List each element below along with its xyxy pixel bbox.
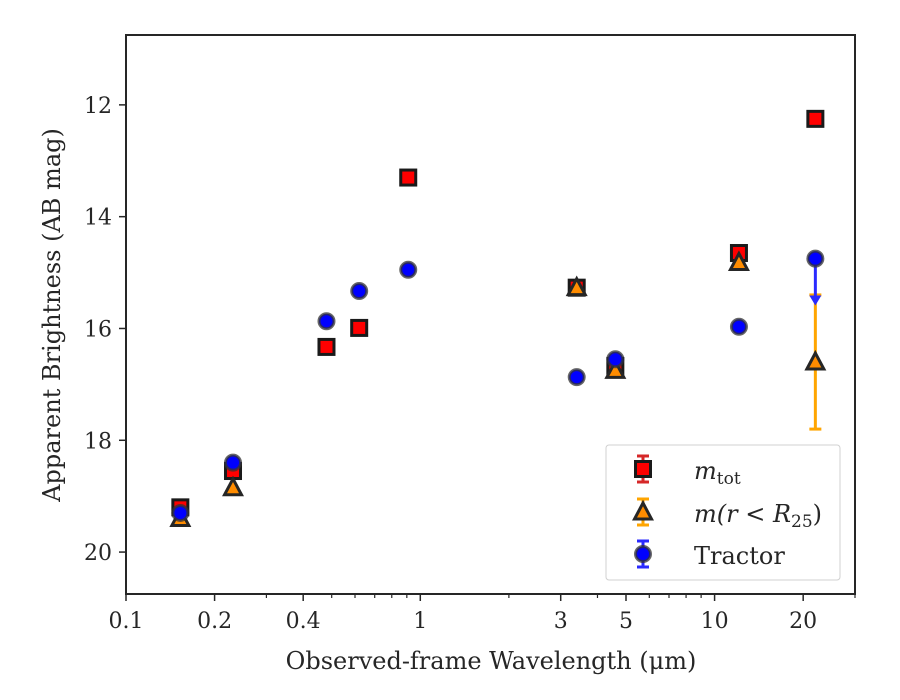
data-point bbox=[606, 350, 625, 369]
legend-label-tractor: Tractor bbox=[694, 542, 785, 570]
x-tick-label: 5 bbox=[619, 609, 633, 634]
x-tick-label: 3 bbox=[554, 609, 568, 634]
data-point bbox=[567, 368, 586, 387]
data-point bbox=[399, 260, 418, 279]
x-tick-label: 1 bbox=[413, 609, 427, 634]
data-point bbox=[317, 312, 336, 331]
y-tick-label: 12 bbox=[84, 94, 112, 119]
upper-limit-arrow bbox=[809, 295, 822, 306]
legend-label-m-r25: m(r < R25) bbox=[694, 500, 822, 532]
data-point bbox=[604, 358, 627, 379]
data-point bbox=[399, 168, 418, 187]
series-1 bbox=[169, 250, 827, 528]
y-tick-label: 18 bbox=[84, 429, 112, 454]
y-tick-label: 14 bbox=[84, 206, 112, 231]
data-point bbox=[171, 503, 190, 522]
y-tick-label: 20 bbox=[84, 541, 112, 566]
x-tick-label: 0.1 bbox=[109, 609, 144, 634]
x-tick-label: 0.2 bbox=[197, 609, 232, 634]
data-point bbox=[350, 318, 369, 337]
series-2 bbox=[171, 249, 825, 522]
data-point bbox=[806, 249, 825, 268]
y-tick-label: 16 bbox=[84, 317, 112, 342]
points-layer bbox=[169, 109, 827, 528]
data-point bbox=[565, 275, 588, 297]
plot-frame bbox=[125, 34, 856, 595]
legend-marker bbox=[634, 460, 652, 478]
data-point bbox=[727, 250, 750, 272]
data-point bbox=[729, 317, 748, 336]
legend-box bbox=[605, 444, 841, 581]
x-tick-label: 20 bbox=[789, 609, 817, 634]
legend: mtot m(r < R25) Tractor bbox=[605, 444, 841, 581]
x-axis-title: Observed-frame Wavelength (μm) bbox=[286, 647, 697, 675]
legend-markers bbox=[632, 454, 654, 569]
data-point bbox=[350, 282, 369, 301]
ticks-layer: 0.1 0.2 0.4 1 3 5 10 20 12 14 16 18 20 bbox=[84, 94, 856, 634]
x-tick-label: 0.4 bbox=[286, 609, 321, 634]
legend-marker bbox=[634, 545, 652, 563]
legend-marker bbox=[632, 499, 654, 521]
data-point bbox=[804, 349, 827, 371]
x-tick-label: 10 bbox=[701, 609, 729, 634]
legend-label-mtot: mtot bbox=[694, 457, 741, 489]
data-point bbox=[224, 453, 243, 472]
data-point bbox=[222, 475, 245, 497]
data-point bbox=[317, 337, 336, 356]
data-point bbox=[806, 109, 825, 128]
y-axis-title: Apparent Brightness (AB mag) bbox=[38, 128, 66, 503]
